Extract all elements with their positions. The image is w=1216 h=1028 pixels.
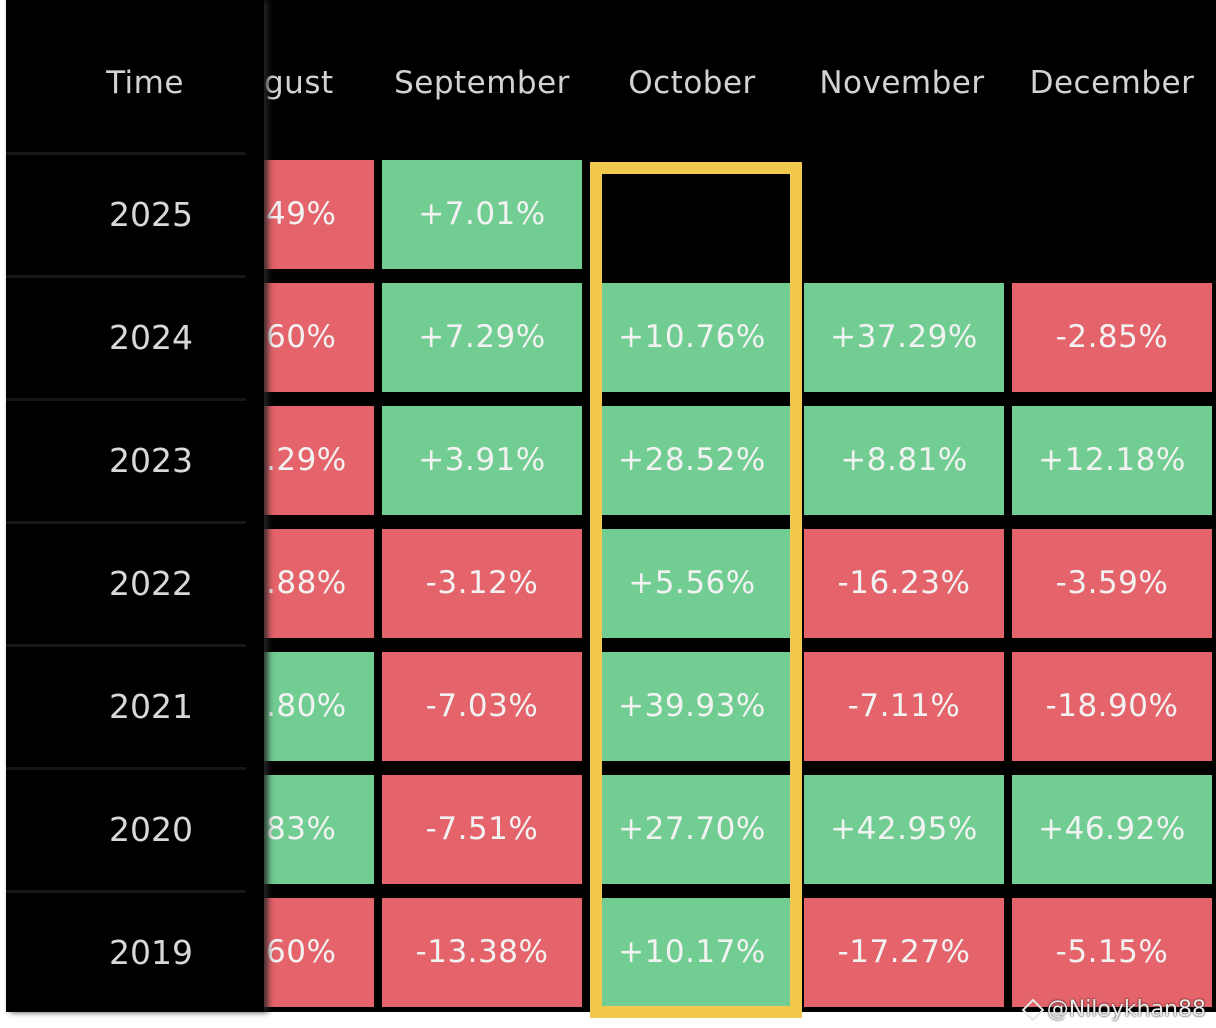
cell-november: +42.95% (804, 775, 1004, 884)
cell-september: -3.12% (382, 529, 582, 638)
cell-august: 60% (256, 898, 374, 1007)
cell-november: -16.23% (804, 529, 1004, 638)
cell-september: -7.51% (382, 775, 582, 884)
cell-august: .29% (256, 406, 374, 515)
cell-october: +39.93% (592, 652, 792, 761)
cell-august: 49% (256, 160, 374, 269)
cell-november: +37.29% (804, 283, 1004, 392)
cell-october: +27.70% (592, 775, 792, 884)
year-label: 2025 (109, 195, 193, 234)
row-separator (6, 890, 246, 1004)
cell-october: +10.76% (592, 283, 792, 392)
cell-august: 83% (256, 775, 374, 884)
header-december: December (1029, 65, 1195, 101)
year-label: 2019 (109, 933, 193, 972)
watermark-text: @Niloykhan88 (1046, 997, 1206, 1022)
cell-november: +8.81% (804, 406, 1004, 515)
cell-october: +10.17% (592, 898, 792, 1007)
october-highlight-frame (590, 162, 802, 1018)
year-label: 2023 (109, 441, 193, 480)
year-label: 2020 (109, 810, 193, 849)
cell-august: .88% (256, 529, 374, 638)
cell-october: +28.52% (592, 406, 792, 515)
binance-diamond-icon (1021, 998, 1045, 1021)
header-time: Time (106, 65, 184, 101)
header-october: October (628, 65, 756, 101)
cell-september: -7.03% (382, 652, 582, 761)
cell-december: -3.59% (1012, 529, 1212, 638)
cell-october: +5.56% (592, 529, 792, 638)
cell-november: -17.27% (804, 898, 1004, 1007)
row-separator (6, 398, 246, 512)
cell-september: +3.91% (382, 406, 582, 515)
cell-december: -5.15% (1012, 898, 1212, 1007)
year-label: 2022 (109, 564, 193, 603)
row-separator (6, 767, 246, 881)
cell-september: -13.38% (382, 898, 582, 1007)
cell-december: -18.90% (1012, 652, 1212, 761)
cell-september: +7.29% (382, 283, 582, 392)
year-label: 2024 (109, 318, 193, 357)
watermark: @Niloykhan88 (1021, 997, 1206, 1022)
cell-december: +12.18% (1012, 406, 1212, 515)
row-separator (6, 521, 246, 635)
cell-august: 60% (256, 283, 374, 392)
row-separator (6, 275, 246, 389)
cell-december: +46.92% (1012, 775, 1212, 884)
row-separator (6, 644, 246, 758)
row-separator (6, 152, 246, 266)
cell-september: +7.01% (382, 160, 582, 269)
year-label: 2021 (109, 687, 193, 726)
cell-november: -7.11% (804, 652, 1004, 761)
time-column: Time 2025 2024 2023 2022 2021 2020 2019 (6, 0, 264, 1012)
header-september: September (394, 65, 570, 101)
cell-december: -2.85% (1012, 283, 1212, 392)
cell-august: .80% (256, 652, 374, 761)
header-november: November (819, 65, 985, 101)
header-august: gust (264, 65, 334, 101)
